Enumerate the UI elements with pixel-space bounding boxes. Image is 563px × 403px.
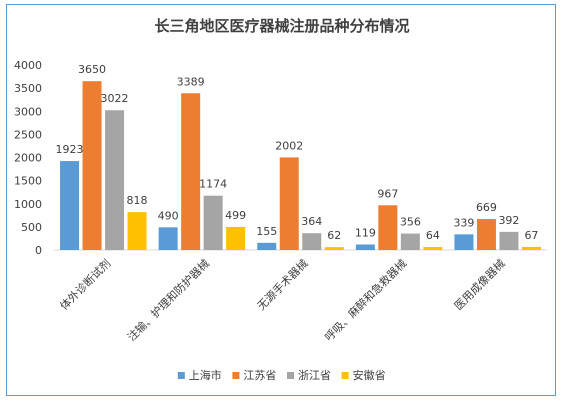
bar xyxy=(226,226,246,250)
legend-swatch xyxy=(177,372,185,379)
bar xyxy=(82,81,102,250)
bar-data-label: 490 xyxy=(158,209,179,222)
bar xyxy=(279,157,299,250)
bar-data-label: 364 xyxy=(301,215,322,228)
bar-data-label: 3650 xyxy=(78,63,106,76)
chart-frame: 长三角地区医疗器械注册品种分布情况 0 500 1000 1500 2000 2500 30… xyxy=(6,4,556,396)
y-tick-label: 1500 xyxy=(14,175,42,188)
y-tick-label: 1000 xyxy=(14,198,42,211)
bar xyxy=(60,161,80,250)
bar xyxy=(302,233,322,250)
legend-label: 安徽省 xyxy=(353,368,386,382)
bar xyxy=(521,246,541,250)
bar-series: 1923 3650 3022 818 490 3389 1174 499 155 2002 364 6… xyxy=(56,63,541,250)
bar-data-label: 3022 xyxy=(101,92,129,105)
legend-swatch xyxy=(341,372,349,379)
y-tick-label: 3000 xyxy=(14,105,42,118)
y-tick-label: 2500 xyxy=(14,128,42,141)
bar-data-label: 2002 xyxy=(275,139,303,152)
legend-label: 上海市 xyxy=(189,368,222,382)
bar-data-label: 339 xyxy=(453,216,474,229)
bar-data-label: 155 xyxy=(256,225,277,238)
bar xyxy=(127,212,147,250)
y-tick-label: 500 xyxy=(21,221,42,234)
bar xyxy=(158,227,178,250)
legend-label: 江苏省 xyxy=(243,369,276,382)
bar-chart: 长三角地区医疗器械注册品种分布情况 0 500 1000 1500 2000 2500 30… xyxy=(14,17,547,382)
bar xyxy=(181,93,201,250)
bar-data-label: 119 xyxy=(355,226,376,239)
bar-data-label: 67 xyxy=(524,229,538,242)
bar xyxy=(400,233,420,250)
category-label: 无源手术器械 xyxy=(254,256,311,313)
bar-data-label: 356 xyxy=(400,216,421,229)
bar-data-label: 3389 xyxy=(177,75,205,88)
bar xyxy=(257,242,277,250)
category-label: 注输、护理和防护器械 xyxy=(124,256,212,344)
bar-data-label: 1923 xyxy=(56,143,84,156)
bar-data-label: 818 xyxy=(127,194,148,207)
bar-data-label: 967 xyxy=(377,187,398,200)
y-tick-label: 4000 xyxy=(14,59,42,72)
bar xyxy=(378,205,398,250)
y-tick-label: 0 xyxy=(35,244,42,257)
legend: 上海市 江苏省 浙江省 安徽省 xyxy=(177,368,386,382)
bar xyxy=(324,247,344,250)
bar-data-label: 392 xyxy=(498,214,519,227)
bar xyxy=(355,244,375,250)
bar-data-label: 62 xyxy=(327,229,341,242)
bar xyxy=(476,219,496,250)
chart-title: 长三角地区医疗器械注册品种分布情况 xyxy=(154,17,409,35)
bar xyxy=(423,247,443,250)
bar-data-label: 499 xyxy=(225,209,246,222)
category-label: 体外诊断试剂 xyxy=(57,256,114,313)
bar xyxy=(105,110,125,250)
bar xyxy=(499,231,519,250)
legend-label: 浙江省 xyxy=(298,369,331,382)
bar-data-label: 1174 xyxy=(199,178,227,191)
y-tick-label: 2000 xyxy=(14,152,42,165)
legend-swatch xyxy=(287,372,294,379)
legend-swatch xyxy=(232,372,240,379)
bar-data-label: 669 xyxy=(476,201,497,214)
bar xyxy=(203,195,223,250)
bar-data-label: 64 xyxy=(426,229,440,242)
category-label: 呼吸、麻醉和急救器械 xyxy=(322,256,410,344)
bar xyxy=(454,234,474,250)
category-axis: 体外诊断试剂 注输、护理和防护器械 无源手术器械 呼吸、麻醉和急救器械 医用成像器械 xyxy=(57,256,508,344)
category-label: 医用成像器械 xyxy=(451,256,508,313)
y-tick-label: 3500 xyxy=(14,82,42,95)
